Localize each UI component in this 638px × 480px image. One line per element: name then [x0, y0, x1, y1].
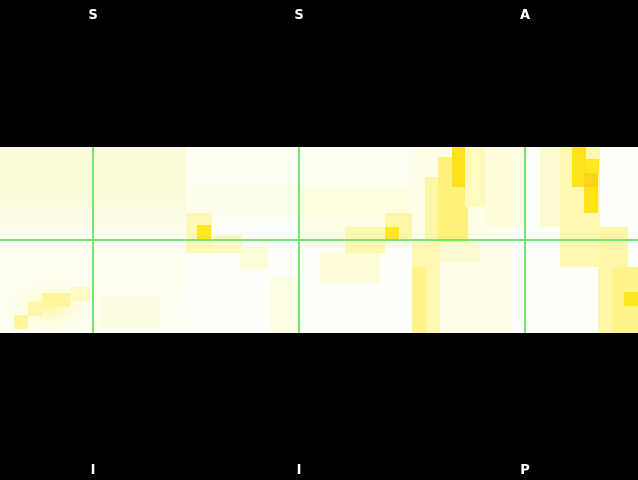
orientation-label-posterior: P: [520, 463, 530, 478]
orientation-label-superior: S: [88, 8, 98, 23]
orientation-label-inferior: I: [296, 463, 302, 478]
orientation-label-superior: S: [294, 8, 304, 23]
orientation-label-anterior: A: [519, 8, 531, 23]
orientation-label-inferior: I: [90, 463, 96, 478]
crosshair-horizontal[interactable]: [0, 239, 638, 241]
